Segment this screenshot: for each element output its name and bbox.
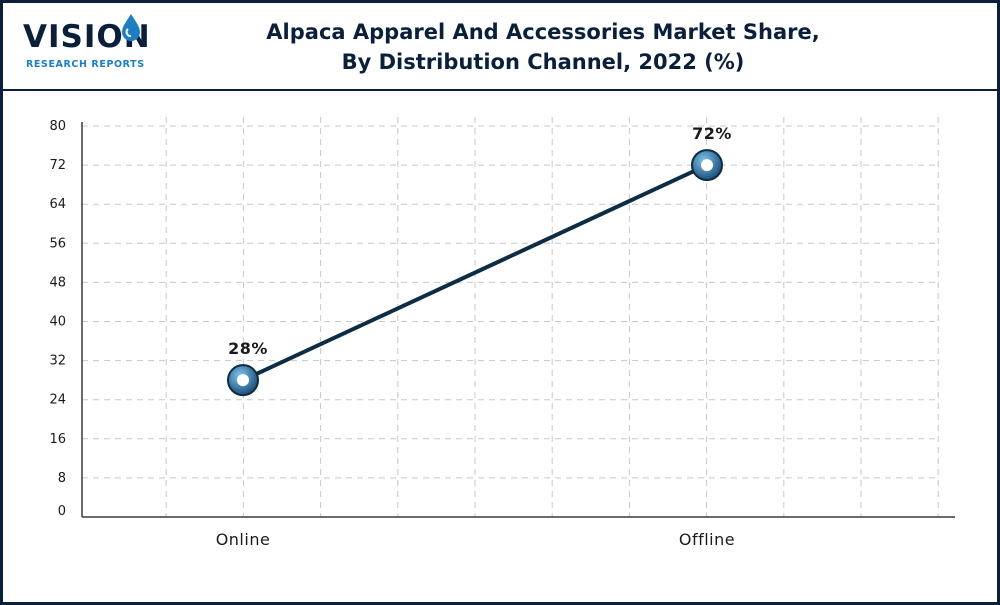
y-tick-label: 64	[49, 197, 66, 212]
x-category-label: Online	[216, 530, 271, 549]
grid-layer	[82, 117, 940, 517]
y-tick-label: 40	[49, 315, 66, 330]
data-point-offline	[691, 149, 723, 182]
y-tick-label: 56	[49, 236, 66, 251]
chart-title-line-2: By Distribution Channel, 2022 (%)	[341, 50, 745, 74]
y-tick-label: 0	[58, 504, 66, 519]
y-tick-label: 48	[49, 275, 66, 290]
water-drop-icon	[122, 14, 140, 41]
y-tick-label: 72	[49, 158, 66, 173]
y-tick-label: 80	[49, 119, 66, 134]
chart-header: VISION RESEARCH REPORTS Alpaca Apparel A…	[3, 3, 997, 91]
marker-layer	[227, 149, 723, 397]
data-label: 28%	[228, 339, 268, 358]
y-tick-label: 16	[49, 432, 66, 447]
series-layer	[242, 163, 708, 382]
chart-title-line-1: Alpaca Apparel And Accessories Market Sh…	[266, 20, 820, 44]
y-tick-labels: 0 8 16 24 32 40 48 56 64 72 80	[49, 119, 66, 519]
x-tick-labels: Online Offline	[216, 530, 735, 549]
data-label-layer: 28% 72%	[228, 124, 732, 358]
data-point-online	[227, 364, 259, 397]
series-line	[242, 163, 708, 382]
data-label: 72%	[692, 124, 732, 143]
vision-research-reports-logo: VISION RESEARCH REPORTS	[23, 14, 163, 79]
y-tick-label: 32	[49, 354, 66, 369]
x-category-label: Offline	[679, 530, 735, 549]
chart-title: Alpaca Apparel And Accessories Market Sh…	[233, 17, 853, 77]
y-tick-label: 24	[49, 393, 66, 408]
y-tick-label: 8	[58, 471, 66, 486]
logo-subtitle: RESEARCH REPORTS	[26, 59, 145, 70]
